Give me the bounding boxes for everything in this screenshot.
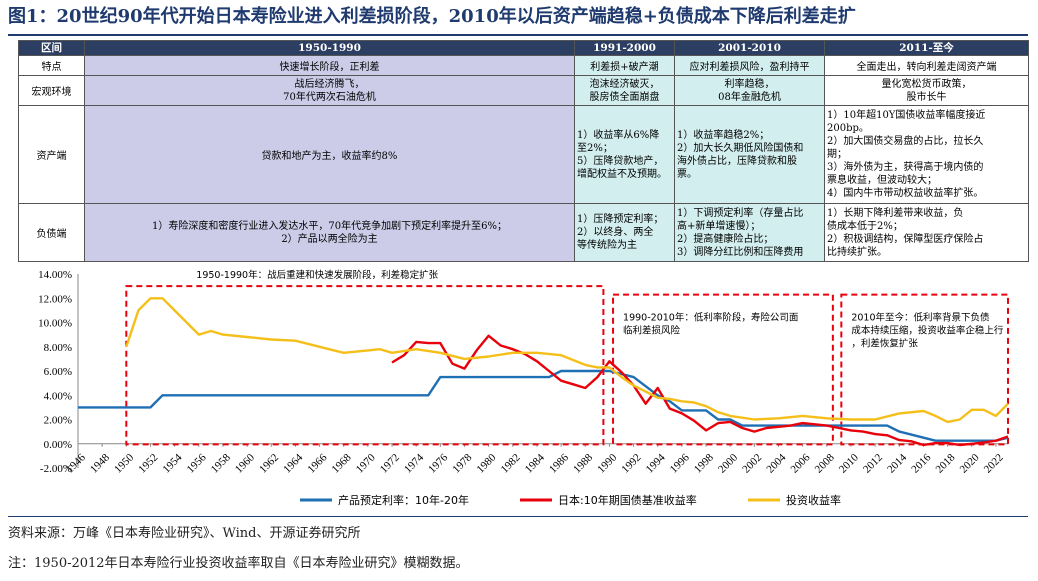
- x-tick-label: 1990: [595, 451, 619, 475]
- table-header-row: 区间 1950-1990 1991-2000 2001-2010 2011-至今: [18, 40, 1029, 56]
- y-tick-label: 12.00%: [38, 293, 72, 305]
- table-row: 特点 快速增长阶段，正利差 利差损+破产潮 应对利差损风险，盈利持平 全面走出，…: [18, 55, 1029, 76]
- table-cell: 快速增长阶段，正利差: [84, 55, 575, 76]
- x-tick-label: 1976: [426, 451, 450, 475]
- table-cell: 战后经济腾飞， 70年代两次石油危机: [84, 75, 575, 106]
- header-period: 区间: [18, 40, 85, 56]
- table-cell: 1）寿险深度和密度行业进入发达水平，70年代竞争加剧下预定利率提升至6%； 2）…: [84, 203, 575, 262]
- x-tick-label: 1968: [330, 451, 354, 475]
- x-tick-label: 1980: [475, 451, 499, 475]
- x-tick-label: 1958: [209, 451, 233, 475]
- table-cell: 1）长期下降利差带来收益，负 债成本低于2%； 2）积极调结构，保障型医疗保险占…: [824, 203, 1029, 262]
- x-tick-label: 1992: [619, 452, 643, 476]
- annotation-2010-now: 2010年至今：低利率背景下负债成本持续压缩，投资收益率企稳上行，利差恢复扩张: [851, 312, 1004, 350]
- y-tick-label: 10.00%: [38, 318, 72, 330]
- y-tick-label: 0.00%: [44, 439, 72, 451]
- x-tick-label: 1946: [64, 451, 88, 475]
- series-line-jgb: [391, 334, 1009, 447]
- x-tick-label: 1952: [136, 452, 160, 476]
- table-cell: 利率趋稳， 08年金融危机: [674, 75, 825, 106]
- x-tick-label: 1948: [88, 451, 112, 475]
- x-tick-label: 1974: [402, 451, 426, 475]
- row-label: 资产端: [18, 105, 85, 204]
- x-tick-label: 2018: [933, 451, 957, 475]
- x-tick-label: 1996: [668, 451, 692, 475]
- row-label: 宏观环境: [18, 75, 85, 106]
- x-tick-label: 2010: [837, 451, 861, 475]
- table-cell: 贷款和地产为主，收益率约8%: [84, 105, 575, 204]
- legend-label-pricing: 产品预定利率：10年-20年: [338, 493, 469, 507]
- header-1991-2000: 1991-2000: [574, 40, 675, 56]
- table-cell: 泡沫经济破灭， 股房债全面崩盘: [574, 75, 675, 106]
- x-tick-label: 2016: [909, 451, 933, 475]
- x-tick-label: 1986: [547, 451, 571, 475]
- legend-label-investment: 投资收益率: [786, 493, 841, 507]
- header-2011-now: 2011-至今: [824, 40, 1029, 56]
- table-cell: 全面走出，转向利差走阔资产端: [824, 55, 1029, 76]
- x-tick-label: 1970: [354, 451, 378, 475]
- title-rule: [8, 34, 1028, 36]
- y-tick-label: 14.00%: [38, 269, 72, 281]
- x-tick-label: 2014: [885, 451, 909, 475]
- data-note: 注：1950-2012年日本寿险行业投资收益率取自《日本寿险业研究》模糊数据。: [8, 556, 469, 571]
- line-chart: -2.00% 0.00% 2.00% 4.00% 6.00% 8.00% 10.00% 12.…: [38, 269, 1009, 507]
- x-tick-label: 2004: [764, 451, 788, 475]
- series-line-pricing: [78, 369, 1009, 442]
- table-cell: 1）10年超10Y国债收益率幅度接近 200bp。 2）加大国债交易盘的占比，拉…: [824, 105, 1029, 204]
- header-1950-1990: 1950-1990: [84, 40, 575, 56]
- x-tick-label: 1994: [644, 451, 668, 475]
- x-tick-label: 1950: [112, 451, 136, 475]
- era-box: [125, 285, 605, 446]
- table-cell: 应对利差损风险，盈利持平: [674, 55, 825, 76]
- x-tick-label: 2006: [789, 451, 813, 475]
- x-tick-label: 2022: [982, 452, 1006, 476]
- x-tick-label: 1998: [692, 451, 716, 475]
- header-2001-2010: 2001-2010: [674, 40, 825, 56]
- source-note: 资料来源：万峰《日本寿险业研究》、Wind、开源证券研究所: [8, 526, 361, 541]
- row-label: 特点: [18, 55, 85, 76]
- table-cell: 1）压降预定利率； 2）以终身、两全 等传统险为主: [574, 203, 675, 262]
- y-tick-label: 4.00%: [44, 390, 72, 402]
- y-tick-label: 6.00%: [44, 366, 72, 378]
- x-tick-label: 1982: [499, 452, 523, 476]
- table-cell: 1）收益率从6%降 至2%； 5）压降贷款地产， 增配权益不及预期。: [574, 105, 675, 204]
- x-tick-label: 1972: [378, 452, 402, 476]
- x-tick-label: 1962: [257, 452, 281, 476]
- y-tick-label: 8.00%: [44, 342, 72, 354]
- x-tick-label: 2020: [958, 451, 982, 475]
- x-tick-label: 1954: [160, 451, 184, 475]
- table-cell: 利差损+破产潮: [574, 55, 675, 76]
- y-tick-label: 2.00%: [44, 415, 72, 427]
- table-cell: 量化宽松货币政策， 股市长牛: [824, 75, 1029, 106]
- x-tick-label: 2002: [740, 452, 764, 476]
- x-tick-label: 1984: [523, 451, 547, 475]
- x-tick-label: 1960: [233, 451, 257, 475]
- table-cell: 1）收益率趋稳2%； 2）加大长久期低风险国债和 海外债占比，压降贷款和股 票。: [674, 105, 825, 204]
- table-row: 宏观环境 战后经济腾飞， 70年代两次石油危机 泡沫经济破灭， 股房债全面崩盘 …: [18, 75, 1029, 106]
- x-tick-label: 1956: [185, 451, 209, 475]
- era-table: 区间 1950-1990 1991-2000 2001-2010 2011-至今…: [18, 40, 1029, 262]
- table-cell: 1）下调预定利率（存量占比 高+新单增速慢）； 2）提高健康险占比； 3）调降分…: [674, 203, 825, 262]
- row-label: 负债端: [18, 203, 85, 262]
- x-tick-label: 2008: [813, 451, 837, 475]
- x-tick-label: 2000: [716, 451, 740, 475]
- annotation-1990-2010: 1990-2010年：低利率阶段，寿险公司面临利差损风险: [623, 312, 798, 337]
- figure-title: 图1：20世纪90年代开始日本寿险业进入利差损阶段，2010年以后资产端趋稳+负…: [8, 6, 856, 27]
- x-tick-label: 1978: [450, 451, 474, 475]
- x-tick-label: 1964: [281, 451, 305, 475]
- series-line-investment: [125, 297, 1009, 424]
- footer-rule: [8, 516, 1028, 517]
- table-row: 负债端 1）寿险深度和密度行业进入发达水平，70年代竞争加剧下预定利率提升至6%…: [18, 203, 1029, 262]
- annotation-1950-1990: 1950-1990年：战后重建和快速发展阶段，利差稳定扩张: [196, 269, 438, 281]
- y-tick-label: -2.00%: [40, 463, 72, 475]
- table-row: 资产端 贷款和地产为主，收益率约8% 1）收益率从6%降 至2%； 5）压降贷款…: [18, 105, 1029, 204]
- x-tick-label: 1988: [571, 451, 595, 475]
- era-box: [840, 293, 1009, 446]
- legend-label-jgb: 日本:10年期国债基准收益率: [558, 493, 697, 507]
- x-tick-label: 1966: [305, 451, 329, 475]
- x-tick-label: 2012: [861, 452, 885, 476]
